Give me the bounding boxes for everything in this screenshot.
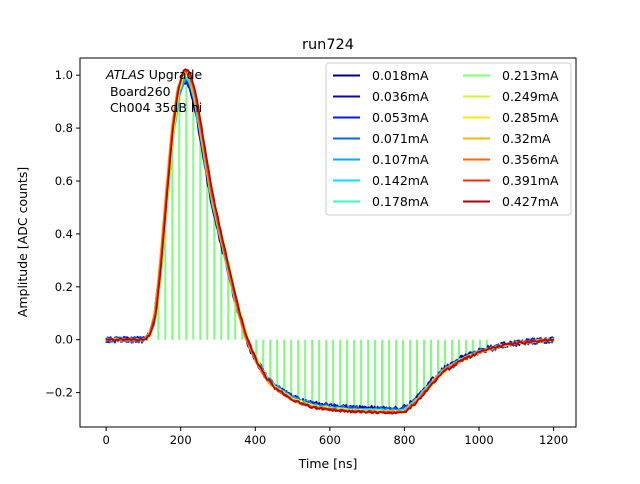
legend-label: 0.356mA [502, 152, 559, 167]
legend-label: 0.249mA [502, 89, 559, 104]
annotation-italic: ATLAS [105, 67, 145, 82]
annotation-line-2: Board260 [110, 84, 171, 99]
legend-label: 0.391mA [502, 173, 559, 188]
legend-entry: 0.249mA [463, 89, 559, 104]
legend-label: 0.178mA [372, 194, 429, 209]
y-tick-label: −0.2 [45, 386, 73, 400]
x-tick-label: 200 [170, 433, 192, 447]
legend-entry: 0.036mA [333, 89, 429, 104]
legend-entry: 0.107mA [333, 152, 429, 167]
plot-area [105, 68, 555, 415]
x-tick-label: 1200 [539, 433, 568, 447]
annotation-line-3: Ch004 35dB hi [110, 100, 202, 115]
series-0-213ma-samples [157, 76, 488, 412]
legend-label: 0.285mA [502, 110, 559, 125]
legend-entry: 0.053mA [333, 110, 429, 125]
x-tick-label: 1000 [464, 433, 493, 447]
legend-entry: 0.142mA [333, 173, 429, 188]
legend-label: 0.036mA [372, 89, 429, 104]
legend-label: 0.071mA [372, 131, 429, 146]
annotation-line-1-rest: Upgrade [145, 67, 203, 82]
annotation-line-1: ATLAS Upgrade [105, 67, 202, 82]
legend-entry: 0.356mA [463, 152, 559, 167]
legend-label: 0.018mA [372, 68, 429, 83]
legend-label: 0.32mA [502, 131, 551, 146]
legend-label: 0.053mA [372, 110, 429, 125]
axis-ticks: 0 200 400 600 800 1000 1200 −0.2 0.0 0.2 0.4 0.6 0.8… [45, 68, 568, 447]
y-tick-label: 0.4 [55, 227, 73, 241]
legend-label: 0.142mA [372, 173, 429, 188]
chart-title: run724 [302, 37, 354, 53]
x-axis-label: Time [ns] [298, 456, 358, 471]
y-tick-label: 1.0 [55, 68, 73, 82]
legend-label: 0.107mA [372, 152, 429, 167]
legend-label: 0.427mA [502, 194, 559, 209]
y-tick-label: 0.2 [55, 280, 73, 294]
legend: 0.018mA 0.036mA 0.053mA 0.071mA 0.107mA 0.142… [325, 62, 572, 216]
x-tick-label: 800 [393, 433, 415, 447]
legend-entry: 0.427mA [463, 194, 559, 209]
legend-entry: 0.285mA [463, 110, 559, 125]
legend-label: 0.213mA [502, 68, 559, 83]
x-tick-label: 400 [244, 433, 266, 447]
legend-entry: 0.018mA [333, 68, 429, 83]
x-tick-label: 600 [319, 433, 341, 447]
legend-entry: 0.213mA [463, 68, 559, 83]
x-tick-label: 0 [102, 433, 109, 447]
legend-entry: 0.071mA [333, 131, 429, 146]
y-tick-label: 0.8 [55, 121, 73, 135]
legend-box [325, 62, 572, 216]
y-axis-label: Amplitude [ADC counts] [15, 167, 30, 317]
axes-frame [79, 57, 577, 428]
legend-entry: 0.178mA [333, 194, 429, 209]
y-tick-label: 0.6 [55, 174, 73, 188]
y-tick-label: 0.0 [55, 333, 73, 347]
legend-entry: 0.32mA [463, 131, 551, 146]
legend-entry: 0.391mA [463, 173, 559, 188]
series-0-427ma-line [105, 68, 555, 415]
atlas-annotation: ATLAS Upgrade Board260 Ch004 35dB hi [105, 67, 202, 115]
